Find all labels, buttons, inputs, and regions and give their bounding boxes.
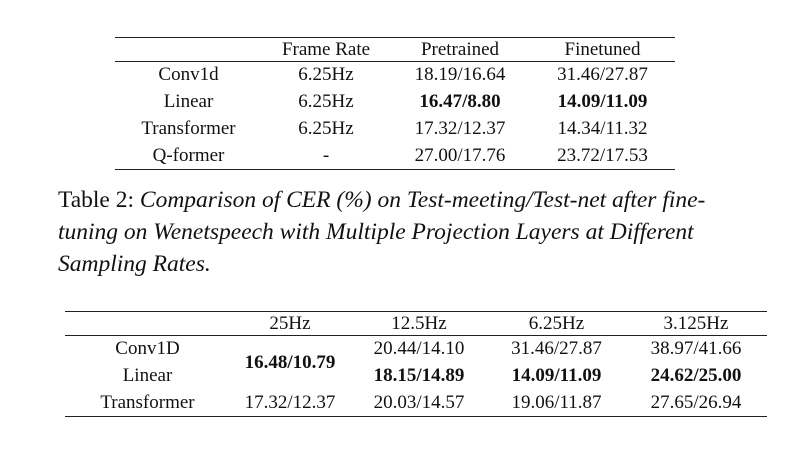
header-cell bbox=[115, 38, 262, 62]
table-cell: 17.32/12.37 bbox=[244, 391, 336, 413]
header-cell: 3.125Hz bbox=[663, 312, 729, 334]
table-cell: 18.19/16.64 bbox=[414, 64, 506, 86]
table-cell: 14.09/11.09 bbox=[511, 365, 602, 386]
caption-label: Table 2: bbox=[58, 187, 135, 213]
table-cell: 6.25Hz bbox=[298, 91, 354, 112]
header-cell: 25Hz bbox=[269, 312, 311, 334]
table-body: Conv1d 6.25Hz 18.19/16.64 31.46/27.87 Linear… bbox=[115, 62, 675, 170]
table-row: Linear 18.15/14.89 14.09/11.09 24.62/25.00 bbox=[65, 363, 767, 390]
table-head: Frame Rate Pretrained Finetuned bbox=[115, 38, 675, 62]
table-cell: 20.44/14.10 bbox=[373, 338, 465, 360]
table-cell: 31.46/27.87 bbox=[557, 64, 648, 86]
header-cell bbox=[65, 312, 230, 336]
table-body: Conv1D 16.48/10.79 20.44/14.10 31.46/27.87 3… bbox=[65, 336, 767, 417]
table-cell: 6.25Hz bbox=[298, 118, 354, 139]
table-1: Frame Rate Pretrained Finetuned Conv1d 6.25H… bbox=[115, 37, 675, 170]
caption: Table 2: Comparison of CER (%) on Test-m… bbox=[58, 184, 758, 280]
header-cell: 6.25Hz bbox=[528, 312, 585, 334]
table-2: 25Hz 12.5Hz 6.25Hz 3.125Hz Conv1D 16.48/10.79… bbox=[65, 311, 767, 417]
row-label: Linear bbox=[122, 365, 173, 386]
caption-text: Comparison of CER (%) on Test-meeting/Te… bbox=[58, 187, 706, 277]
table-cell: 16.48/10.79 bbox=[244, 351, 336, 373]
table-row: Conv1d 6.25Hz 18.19/16.64 31.46/27.87 bbox=[115, 62, 675, 89]
table-row: Transformer 6.25Hz 17.32/12.37 14.34/11.32 bbox=[115, 116, 675, 143]
table-cell: 23.72/17.53 bbox=[557, 144, 648, 166]
row-label: Transformer bbox=[100, 391, 195, 413]
table-cell: 14.34/11.32 bbox=[557, 118, 648, 139]
table-cell: 31.46/27.87 bbox=[511, 338, 602, 360]
row-label: Conv1D bbox=[115, 338, 180, 360]
table-cell: 6.25Hz bbox=[298, 64, 354, 86]
table-row: Conv1D 16.48/10.79 20.44/14.10 31.46/27.87 3… bbox=[65, 336, 767, 373]
table-head: 25Hz 12.5Hz 6.25Hz 3.125Hz bbox=[65, 312, 767, 336]
table-cell: 18.15/14.89 bbox=[373, 365, 465, 386]
row-label: Transformer bbox=[141, 118, 236, 139]
table-row: Transformer 17.32/12.37 20.03/14.57 19.06/1… bbox=[65, 390, 767, 417]
table-cell: 27.65/26.94 bbox=[650, 391, 742, 413]
row-label: Linear bbox=[163, 91, 214, 112]
table-cell: 19.06/11.87 bbox=[511, 391, 602, 413]
header-cell: 12.5Hz bbox=[391, 312, 447, 334]
table-cell: 20.03/14.57 bbox=[373, 391, 465, 413]
table-cell: 38.97/41.66 bbox=[650, 338, 742, 360]
table-cell: - bbox=[322, 144, 330, 166]
header-cell: Pretrained bbox=[420, 38, 500, 60]
header-cell: Finetuned bbox=[564, 38, 641, 60]
table-row: Q-former - 27.00/17.76 23.72/17.53 bbox=[115, 143, 675, 170]
header-cell: Frame Rate bbox=[281, 38, 371, 60]
table-cell: 16.47/8.80 bbox=[419, 91, 501, 112]
table-cell: 14.09/11.09 bbox=[557, 91, 648, 112]
table-row: Linear 6.25Hz 16.47/8.80 14.09/11.09 bbox=[115, 89, 675, 116]
table-cell: 17.32/12.37 bbox=[414, 118, 506, 139]
row-label: Q-former bbox=[152, 144, 225, 166]
table-cell: 24.62/25.00 bbox=[650, 365, 742, 386]
header-row: Frame Rate Pretrained Finetuned bbox=[115, 38, 675, 62]
row-label: Conv1d bbox=[158, 64, 219, 86]
table-cell: 27.00/17.76 bbox=[414, 144, 506, 166]
header-row: 25Hz 12.5Hz 6.25Hz 3.125Hz bbox=[65, 312, 767, 336]
